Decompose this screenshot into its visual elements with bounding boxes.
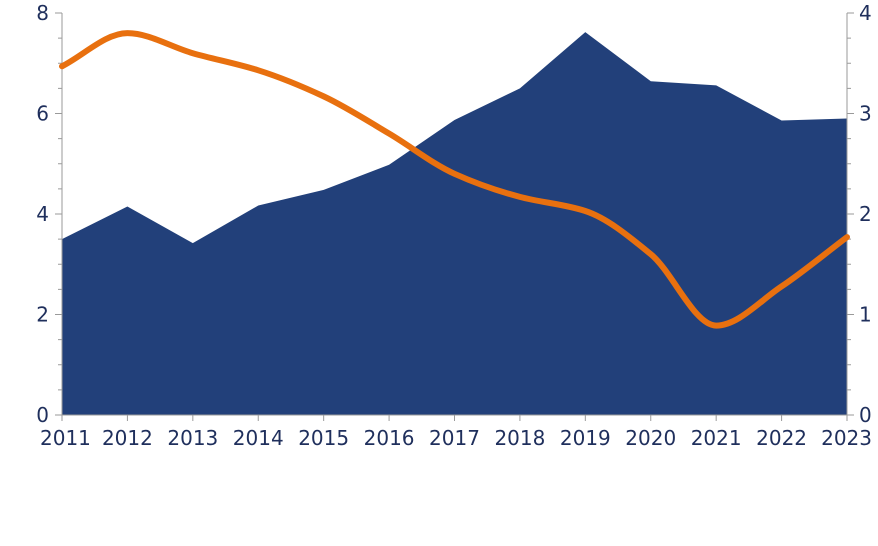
x-tick-label-2018: 2018	[494, 426, 545, 450]
right-tick-label-0: 0	[859, 403, 872, 427]
line-series-layer	[59, 30, 850, 329]
x-tick-label-2015: 2015	[298, 426, 349, 450]
area-series	[62, 32, 847, 415]
left-tick-label-2: 2	[36, 303, 49, 327]
right-tick-label-1: 1	[859, 303, 872, 327]
line-series	[59, 30, 850, 329]
x-tick-label-2012: 2012	[102, 426, 153, 450]
x-tick-label-2017: 2017	[429, 426, 480, 450]
area-series-layer	[62, 32, 847, 415]
right-tick-label-4: 4	[859, 1, 872, 25]
right-tick-label-3: 3	[859, 102, 872, 126]
x-tick-label-2021: 2021	[691, 426, 742, 450]
left-tick-label-0: 0	[36, 403, 49, 427]
x-tick-label-2014: 2014	[233, 426, 284, 450]
left-tick-label-4: 4	[36, 202, 49, 226]
x-tick-label-2019: 2019	[560, 426, 611, 450]
x-tick-label-2020: 2020	[625, 426, 676, 450]
tick-labels-layer: 0 2 4 6 8 0 1 2 3 4 2011 2012 2013 2014 2015 2016 2017 20…	[36, 1, 872, 450]
left-tick-label-6: 6	[36, 102, 49, 126]
axes-layer	[55, 12, 854, 421]
x-tick-label-2013: 2013	[167, 426, 218, 450]
x-tick-label-2016: 2016	[364, 426, 415, 450]
x-tick-label-2011: 2011	[40, 426, 91, 450]
x-tick-label-2023: 2023	[821, 426, 872, 450]
x-tick-label-2022: 2022	[756, 426, 807, 450]
right-tick-label-2: 2	[859, 202, 872, 226]
left-tick-label-8: 8	[36, 1, 49, 25]
